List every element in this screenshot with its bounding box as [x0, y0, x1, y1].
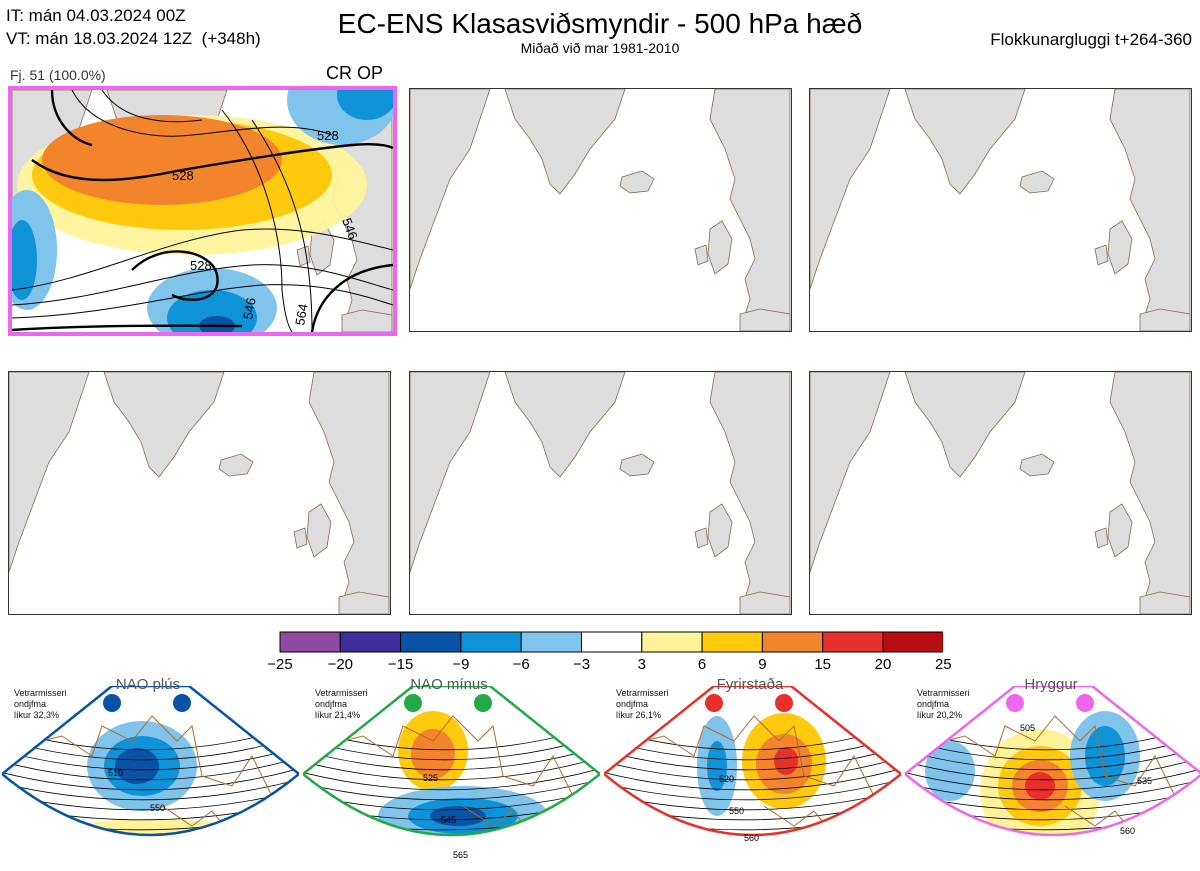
regime-name: Hryggur: [1024, 676, 1078, 693]
regime-contour-label: 560: [744, 833, 759, 843]
colorbar-tick-label: −15: [387, 656, 414, 673]
regime-contour-label: 545: [441, 815, 456, 825]
colorbar-cell: [822, 631, 884, 653]
colorbar-cell: [761, 631, 824, 653]
colorbar-cell: [339, 631, 402, 653]
colorbar-cell: [279, 631, 341, 653]
regime-name: Fyrirstaða: [716, 676, 784, 693]
regime-note: Vetrarmisseri ondjfma líkur 20,2%: [917, 688, 970, 720]
regime-contour-label: 525: [423, 773, 438, 783]
colorbar-cell: [701, 631, 763, 653]
colorbar: [279, 631, 943, 653]
panel1-regime-label: CR OP: [326, 63, 384, 83]
init-time: IT: mán 04.03.2024 00Z: [6, 6, 186, 25]
valid-time: VT: mán 18.03.2024 12Z (+348h): [6, 29, 261, 48]
colorbar-tick-label: −9: [452, 656, 470, 673]
regime-marker: [1006, 694, 1024, 712]
regime-contour-label: 520: [719, 774, 734, 784]
regime-note: Vetrarmisseri ondjfma líkur 21,4%: [315, 688, 368, 720]
regime-contour-label: 565: [453, 850, 468, 860]
colorbar-tick-label: −6: [512, 656, 530, 673]
contour-label: 564: [292, 303, 311, 327]
window-label: Flokkunargluggi t+264-360: [990, 30, 1192, 49]
regime-panel: 510 550 NAO plús Vetrarmisseri ondjfma líku…: [2, 676, 299, 871]
contour-label: 546: [240, 297, 259, 321]
cluster-map-1[interactable]: 528 528 528 546 546 564: [8, 86, 397, 336]
regime-marker: [173, 694, 191, 712]
regime-panel: 520 550 560 Fyrirstaða Vetrarmisseri ondjfma…: [604, 676, 901, 871]
contour-label: 546: [339, 216, 361, 242]
cluster-map-3[interactable]: [809, 88, 1192, 332]
cluster-map-4[interactable]: [8, 371, 391, 615]
regime-contour-label: 510: [108, 768, 123, 778]
colorbar-tick-label: 9: [758, 656, 767, 673]
colorbar-tick-label: −25: [267, 656, 293, 673]
colorbar-cell: [520, 631, 582, 653]
colorbar-tick-label: −3: [572, 656, 591, 673]
cluster-map-6[interactable]: [809, 371, 1192, 615]
colorbar-cell: [400, 631, 462, 653]
page-subtitle: Miðað við mar 1981-2010: [520, 40, 680, 56]
colorbar-tick-label: 20: [874, 656, 892, 673]
regime-contour-label: 560: [1120, 826, 1135, 836]
colorbar-tick-label: 25: [934, 656, 952, 673]
regime-contour-label: 550: [729, 806, 744, 816]
colorbar-tick-label: −20: [327, 656, 354, 673]
regime-contour-label: 505: [1020, 723, 1035, 733]
regime-panel: 525 545 565 NAO mínus Vetrarmisseri ondjfma …: [303, 676, 600, 871]
regime-name: NAO mínus: [410, 676, 488, 693]
regime-contour-label: 535: [1137, 776, 1152, 786]
colorbar-tick-label: 15: [814, 656, 832, 673]
regime-name: NAO plús: [115, 676, 181, 693]
contour-label: 528: [190, 258, 212, 273]
colorbar-cell: [581, 631, 643, 653]
header-times: IT: mán 04.03.2024 00Z VT: mán 18.03.202…: [6, 4, 261, 50]
contour-label: 528: [317, 128, 339, 143]
cluster-map-5[interactable]: [409, 371, 792, 615]
page-title: EC-ENS Klasasviðsmyndir - 500 hPa hæð: [337, 8, 863, 39]
cluster-map-2[interactable]: [409, 88, 792, 332]
regime-marker: [404, 694, 422, 712]
panel1-caption: Fj. 51 (100.0%): [10, 67, 106, 83]
regime-note: Vetrarmisseri ondjfma líkur 26,1%: [616, 688, 669, 720]
regime-panel: 505 535 560 Hryggur Vetrarmisseri ondjfma lí…: [905, 676, 1200, 871]
regime-note: Vetrarmisseri ondjfma líkur 32,3%: [14, 688, 67, 720]
contour-label: 528: [172, 168, 194, 183]
regime-marker: [474, 694, 492, 712]
regime-marker: [1076, 694, 1094, 712]
colorbar-cell: [882, 631, 943, 653]
colorbar-tick-label: 6: [697, 656, 707, 673]
colorbar-tick-label: 3: [637, 656, 646, 673]
regime-marker: [705, 694, 723, 712]
regime-marker: [775, 694, 793, 712]
colorbar-cell: [641, 631, 703, 653]
regime-marker: [103, 694, 121, 712]
colorbar-cell: [460, 631, 522, 653]
regime-contour-label: 550: [150, 803, 165, 813]
